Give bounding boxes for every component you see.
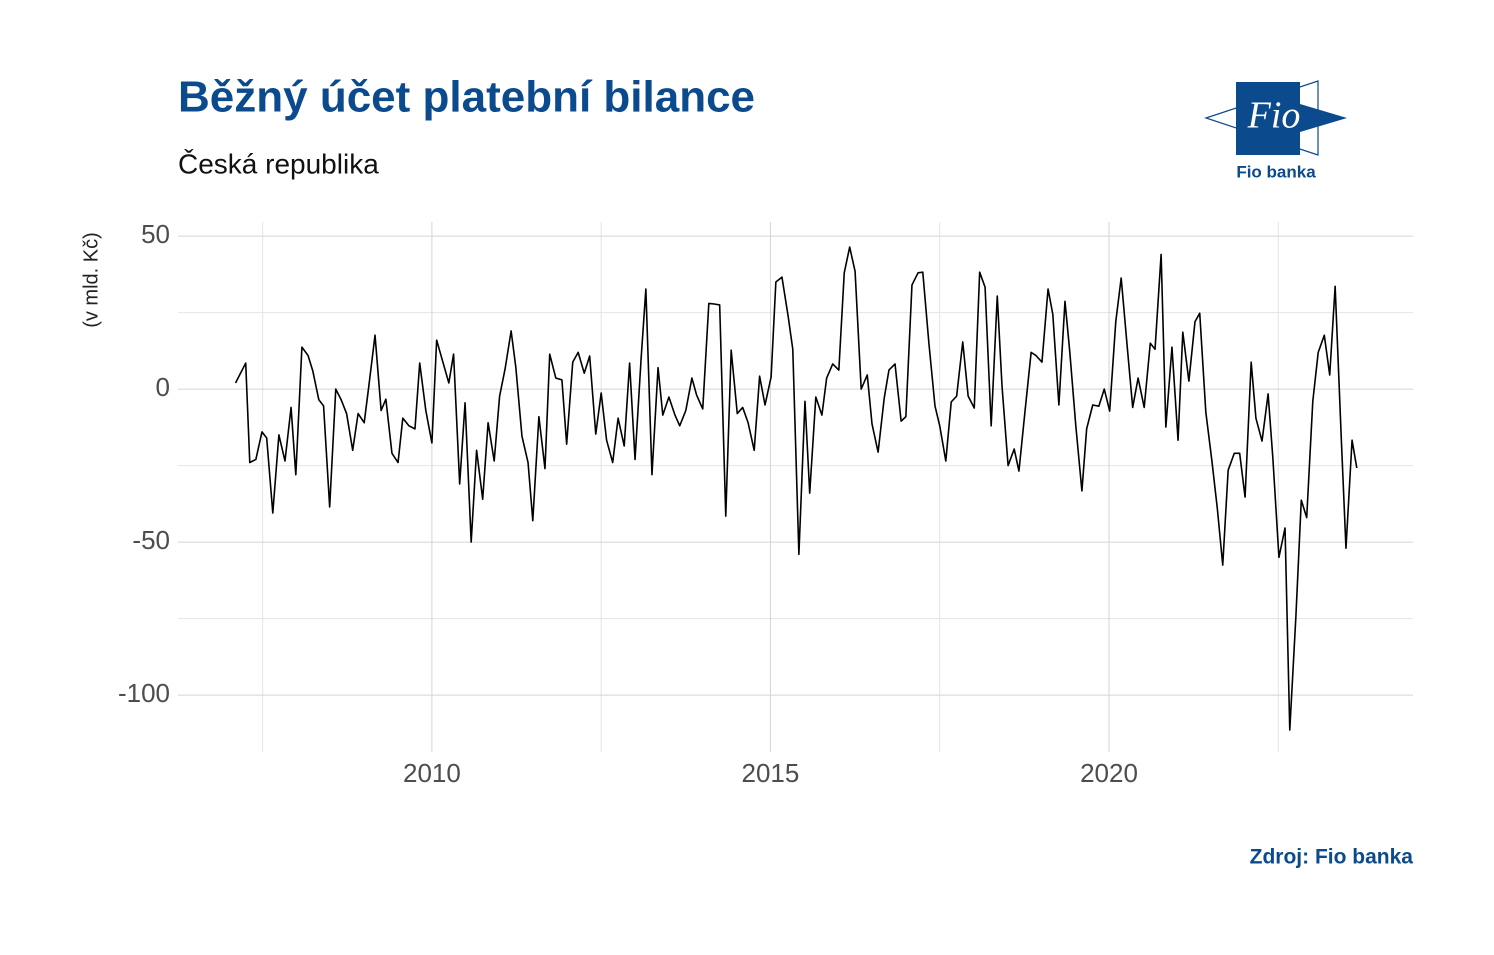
y-axis-label: (v mld. Kč) — [80, 232, 102, 328]
y-tick-label: 0 — [156, 372, 170, 402]
logo-mark: Fio — [1247, 95, 1301, 137]
y-tick-label: -50 — [132, 525, 170, 555]
logo: Fio Fio banka — [1204, 80, 1347, 181]
x-tick-label: 2010 — [403, 758, 461, 788]
data-line — [234, 246, 1358, 731]
source-note: Zdroj: Fio banka — [1250, 846, 1414, 869]
y-tick-label: -100 — [118, 678, 170, 708]
logo-flag — [1236, 82, 1347, 155]
chart-title: Běžný účet platební bilance — [178, 73, 755, 122]
x-tick-label: 2015 — [742, 758, 800, 788]
logo-name: Fio banka — [1236, 162, 1316, 181]
chart-subtitle: Česká republika — [178, 148, 379, 179]
x-tick-label: 2020 — [1080, 758, 1138, 788]
y-tick-label: 50 — [141, 219, 170, 249]
